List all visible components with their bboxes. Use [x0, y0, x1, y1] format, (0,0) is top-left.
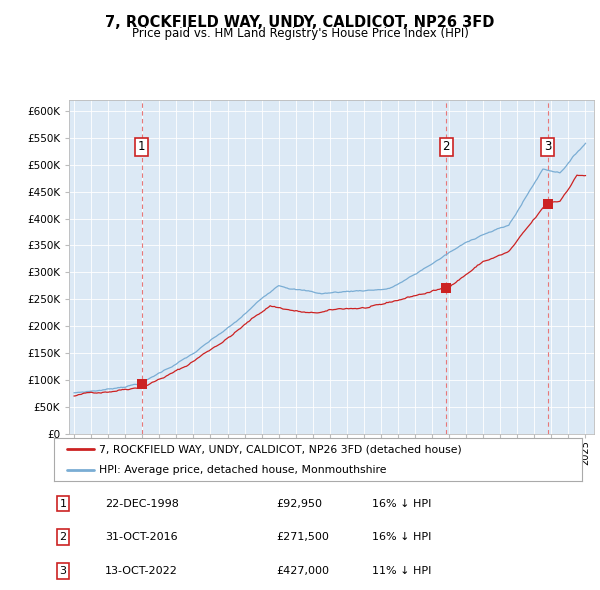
Text: 2: 2: [442, 140, 450, 153]
Text: 13-OCT-2022: 13-OCT-2022: [105, 566, 178, 576]
Text: 11% ↓ HPI: 11% ↓ HPI: [372, 566, 431, 576]
Text: 22-DEC-1998: 22-DEC-1998: [105, 499, 179, 509]
Text: HPI: Average price, detached house, Monmouthshire: HPI: Average price, detached house, Monm…: [99, 465, 386, 475]
Text: 3: 3: [59, 566, 67, 576]
Text: 3: 3: [544, 140, 551, 153]
Text: 1: 1: [138, 140, 146, 153]
Text: 31-OCT-2016: 31-OCT-2016: [105, 532, 178, 542]
Text: 16% ↓ HPI: 16% ↓ HPI: [372, 499, 431, 509]
Text: 16% ↓ HPI: 16% ↓ HPI: [372, 532, 431, 542]
Text: 1: 1: [59, 499, 67, 509]
Text: £271,500: £271,500: [276, 532, 329, 542]
Text: 7, ROCKFIELD WAY, UNDY, CALDICOT, NP26 3FD: 7, ROCKFIELD WAY, UNDY, CALDICOT, NP26 3…: [106, 15, 494, 30]
Text: 7, ROCKFIELD WAY, UNDY, CALDICOT, NP26 3FD (detached house): 7, ROCKFIELD WAY, UNDY, CALDICOT, NP26 3…: [99, 444, 461, 454]
Text: 2: 2: [59, 532, 67, 542]
Text: £427,000: £427,000: [276, 566, 329, 576]
Text: Price paid vs. HM Land Registry's House Price Index (HPI): Price paid vs. HM Land Registry's House …: [131, 27, 469, 40]
Text: £92,950: £92,950: [276, 499, 322, 509]
